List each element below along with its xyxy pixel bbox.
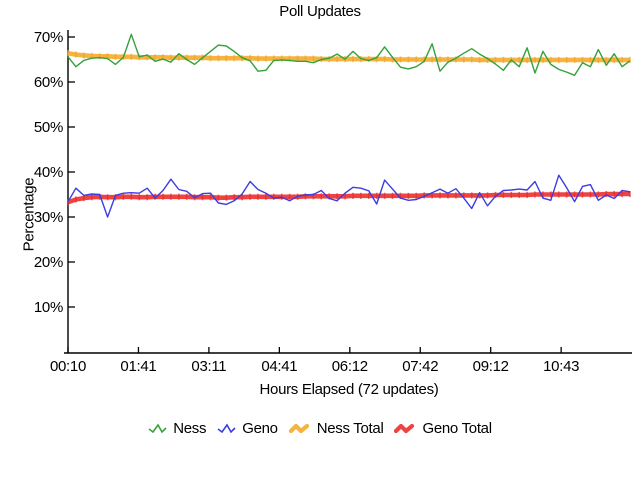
x-tick-label: 06:12 — [332, 358, 368, 375]
y-tick-label: 40% — [34, 164, 63, 181]
x-tick-label: 07:42 — [402, 358, 438, 375]
legend: Ness Geno Ness Total Geno Total — [0, 420, 640, 437]
legend-item-ness: Ness — [148, 420, 207, 437]
series-line-ness — [67, 33, 631, 77]
ness-line-icon — [148, 423, 167, 433]
legend-label-ness-total: Ness Total — [316, 420, 384, 437]
legend-item-geno-total: Geno Total — [394, 420, 492, 437]
legend-item-geno: Geno — [217, 420, 278, 437]
y-tick-label: 70% — [34, 29, 63, 46]
y-tick-label: 20% — [34, 254, 63, 271]
y-tick-label: 10% — [34, 299, 63, 316]
y-tick-label: 50% — [34, 119, 63, 136]
x-tick-label: 00:10 — [50, 358, 86, 375]
x-tick-label: 09:12 — [473, 358, 509, 375]
x-axis-title: Hours Elapsed (72 updates) — [259, 381, 439, 398]
series-line-geno-total — [67, 191, 630, 205]
legend-item-ness-total: Ness Total — [288, 420, 384, 437]
y-tick-label: 30% — [34, 209, 63, 226]
legend-label-ness: Ness — [173, 420, 207, 437]
x-tick-label: 01:41 — [120, 358, 156, 375]
geno-total-line-icon — [394, 423, 415, 434]
x-tick-label: 10:43 — [543, 358, 579, 375]
geno-line-icon — [217, 423, 236, 433]
series-line-ness-total — [67, 50, 630, 63]
chart-title: Poll Updates — [279, 3, 361, 20]
y-tick-label: 60% — [34, 74, 63, 91]
ness-total-line-icon — [288, 423, 309, 434]
x-tick-label: 03:11 — [191, 358, 226, 375]
series-line-geno — [67, 174, 631, 218]
legend-label-geno-total: Geno Total — [422, 420, 492, 437]
x-tick-label: 04:41 — [261, 358, 297, 375]
legend-label-geno: Geno — [242, 420, 278, 437]
